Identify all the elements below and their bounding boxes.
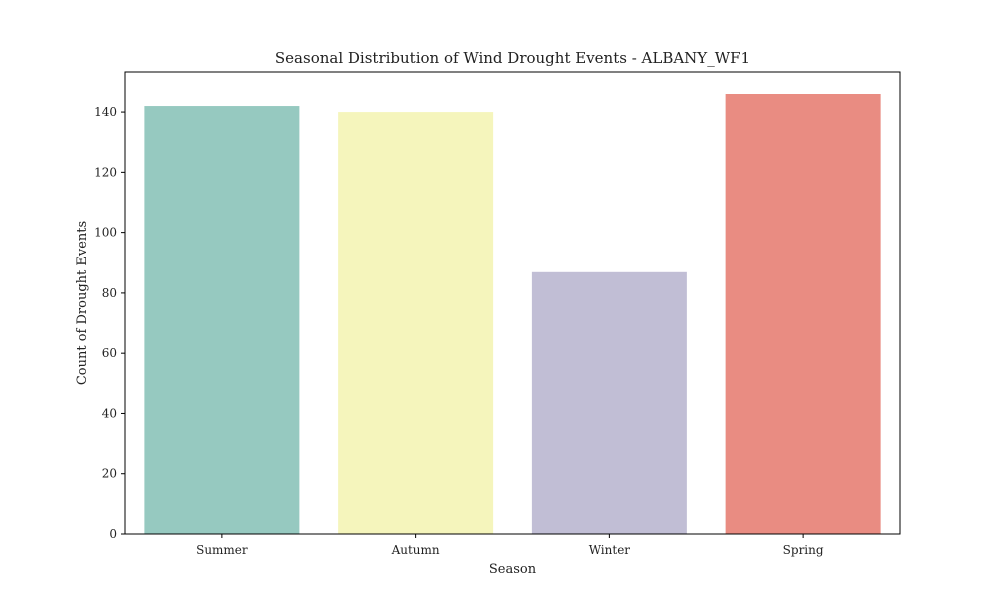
- bar-summer: [144, 106, 300, 535]
- x-axis-label: Season: [489, 562, 537, 577]
- y-tick-label: 100: [94, 226, 117, 240]
- y-axis-label: Count of Drought Events: [75, 221, 90, 385]
- chart-title: Seasonal Distribution of Wind Drought Ev…: [275, 49, 750, 67]
- bar-winter: [531, 271, 687, 534]
- y-axis: 0 20 40 60 80 100 120 140: [94, 105, 125, 541]
- y-tick-label: 140: [94, 105, 117, 119]
- x-tick-label: Autumn: [391, 543, 440, 557]
- x-tick-label: Summer: [196, 543, 248, 557]
- y-tick-label: 0: [109, 527, 117, 541]
- x-tick-label: Winter: [589, 543, 631, 557]
- y-tick-label: 60: [102, 346, 117, 360]
- y-tick-label: 120: [94, 165, 117, 179]
- y-tick-label: 40: [102, 406, 117, 420]
- bar-autumn: [338, 112, 494, 534]
- x-tick-label: Spring: [783, 543, 824, 557]
- y-tick-label: 20: [102, 467, 117, 481]
- plot-frame: [124, 71, 901, 535]
- x-axis: Summer Autumn Winter Spring: [196, 534, 824, 557]
- bars-layer: [144, 94, 881, 535]
- y-tick-label: 80: [102, 286, 117, 300]
- bar-spring: [725, 94, 881, 534]
